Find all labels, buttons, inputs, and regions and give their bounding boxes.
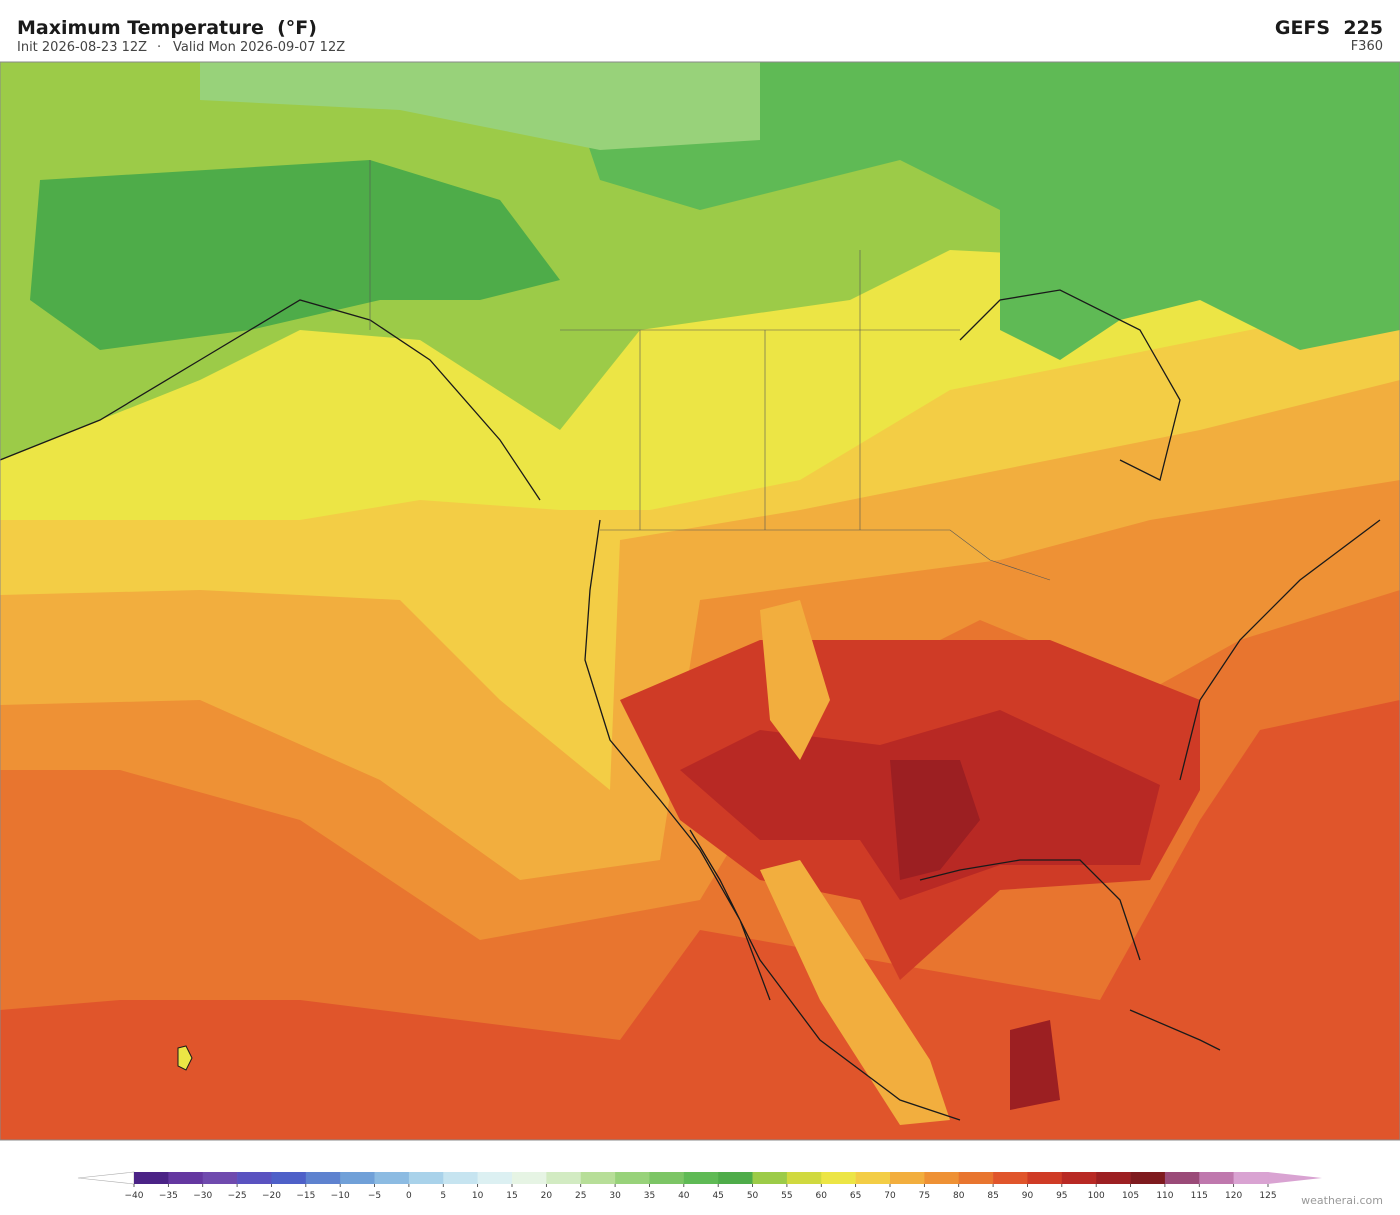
colorbar-tick-label: 65 xyxy=(850,1191,861,1201)
colorbar-bin xyxy=(271,1172,307,1184)
colorbar-over xyxy=(1268,1172,1322,1184)
valid-time: Valid Mon 2026-09-07 12Z xyxy=(173,40,345,55)
colorbar-tick-label: 80 xyxy=(953,1191,965,1201)
colorbar-tick-label: 70 xyxy=(884,1191,896,1201)
colorbar-tick-label: 120 xyxy=(1225,1191,1242,1201)
title: Maximum Temperature (°F) xyxy=(17,17,317,39)
colorbar-bin xyxy=(477,1172,513,1184)
colorbar-bin xyxy=(1027,1172,1063,1184)
colorbar-bin xyxy=(718,1172,753,1184)
colorbar-tick-label: 95 xyxy=(1056,1191,1067,1201)
colorbar-under xyxy=(77,1171,135,1185)
colorbar-tick-label: 105 xyxy=(1122,1191,1139,1201)
colorbar-bin xyxy=(340,1172,375,1184)
colorbar-tick-label: 20 xyxy=(541,1191,553,1201)
colorbar-bin xyxy=(512,1172,547,1184)
forecast-step: F360 xyxy=(1351,39,1383,54)
colorbar-bin xyxy=(443,1172,478,1184)
map-frame xyxy=(0,61,1400,1141)
colorbar-tick-label: −10 xyxy=(331,1191,350,1201)
colorbar-tick-label: −15 xyxy=(296,1191,315,1201)
colorbar-bin xyxy=(1096,1172,1131,1184)
colorbar-tick-label: 15 xyxy=(506,1191,517,1201)
field-100 xyxy=(890,760,1060,1110)
colorbar-bin xyxy=(1061,1172,1097,1184)
colorbar-tick-label: 90 xyxy=(1022,1191,1034,1201)
colorbar-bin xyxy=(958,1172,994,1184)
colorbar-tick-label: 45 xyxy=(712,1191,723,1201)
colorbar-bin xyxy=(649,1172,685,1184)
colorbar-bin xyxy=(752,1172,788,1184)
colorbar-bin xyxy=(1199,1172,1234,1184)
political-borders xyxy=(369,160,1051,581)
colorbar-tick-label: 0 xyxy=(406,1191,412,1201)
colorbar-tick-label: 35 xyxy=(644,1191,655,1201)
colorbar-bin xyxy=(237,1172,272,1184)
colorbar-bin xyxy=(374,1172,410,1184)
colorbar-tick-label: 40 xyxy=(678,1191,690,1201)
colorbar-bin xyxy=(580,1172,616,1184)
colorbar-bin xyxy=(821,1172,856,1184)
colorbar-tick-label: 85 xyxy=(987,1191,998,1201)
field-45-alaska xyxy=(30,160,560,350)
credit: weatherai.com xyxy=(1301,1194,1383,1207)
colorbar-tick-label: 50 xyxy=(747,1191,759,1201)
colorbar-tick-label: −40 xyxy=(125,1191,144,1201)
field-plateau xyxy=(760,600,950,1125)
field-40-north xyxy=(0,62,1400,360)
temperature-field xyxy=(0,62,1400,1140)
colorbar-tick-label: −5 xyxy=(368,1191,381,1201)
colorbar-tick-label: 30 xyxy=(609,1191,621,1201)
colorbar-bin xyxy=(1164,1172,1200,1184)
colorbar: −40 −35 −30 −25 −20 −15 −10 −5 0 5 10 15 20 25 30 35 40 4… xyxy=(77,1171,1322,1201)
colorbar-bin xyxy=(1130,1172,1166,1184)
colorbar-tick-label: 75 xyxy=(919,1191,930,1201)
colorbar-bin xyxy=(786,1172,822,1184)
init-time: Init 2026-08-23 12Z xyxy=(17,40,147,55)
colorbar-tick-label: 125 xyxy=(1259,1191,1276,1201)
colorbar-tick-label: −25 xyxy=(228,1191,247,1201)
colorbar-bin xyxy=(683,1172,719,1184)
field-30 xyxy=(200,62,760,150)
colorbar-bin xyxy=(305,1172,341,1184)
model-label: GEFS 225 xyxy=(1275,17,1383,39)
coastline xyxy=(0,289,1381,1121)
colorbar-bin xyxy=(134,1172,169,1184)
colorbar-tick-label: 5 xyxy=(440,1191,446,1201)
subtitle: Init 2026-08-23 12Z · Valid Mon 2026-09-07… xyxy=(17,40,345,55)
colorbar-bin xyxy=(168,1172,204,1184)
colorbar-tick-label: −20 xyxy=(262,1191,281,1201)
colorbar-bin xyxy=(890,1172,925,1184)
colorbar-bin xyxy=(546,1172,582,1184)
hawaii xyxy=(177,1045,193,1071)
colorbar-bin xyxy=(1233,1172,1269,1184)
colorbar-tick-label: 100 xyxy=(1088,1191,1105,1201)
colorbar-tick-label: 55 xyxy=(781,1191,792,1201)
colorbar-tick-label: 110 xyxy=(1156,1191,1173,1201)
colorbar-bin xyxy=(202,1172,238,1184)
colorbar-bin xyxy=(408,1172,444,1184)
colorbar-bin xyxy=(855,1172,891,1184)
colorbar-tick-label: 25 xyxy=(575,1191,586,1201)
map xyxy=(0,61,1400,1141)
colorbar-tick-label: 10 xyxy=(472,1191,484,1201)
separator: · xyxy=(157,40,161,55)
colorbar-tick-label: −30 xyxy=(193,1191,212,1201)
colorbar-tick-label: 115 xyxy=(1191,1191,1208,1201)
colorbar-bin xyxy=(993,1172,1028,1184)
colorbar-bin xyxy=(924,1172,960,1184)
colorbar-bin xyxy=(615,1172,650,1184)
colorbar-tick-label: 60 xyxy=(816,1191,828,1201)
colorbar-tick-label: −35 xyxy=(159,1191,178,1201)
